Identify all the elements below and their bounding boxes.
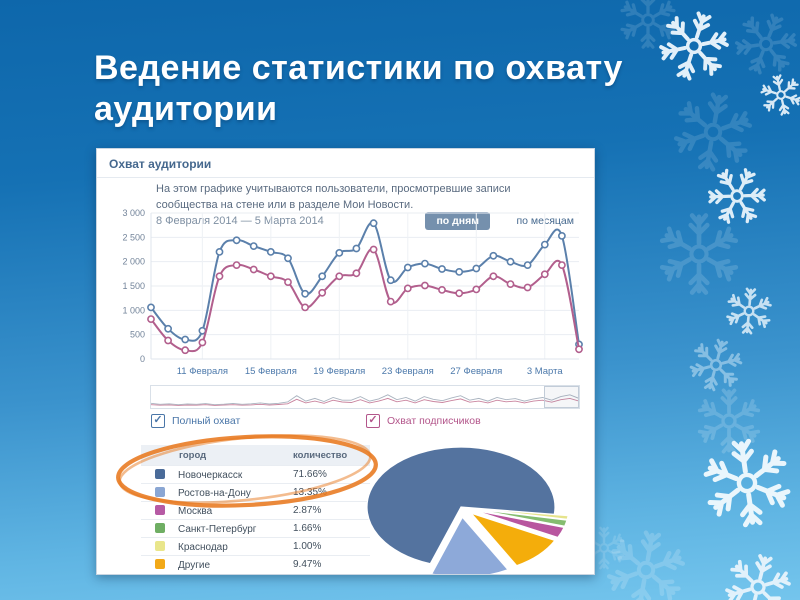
city-table: город количество Новочеркасск 71.66% Росто…	[141, 445, 370, 573]
city-name: Ростов-на-Дону	[178, 487, 251, 499]
city-name: Краснодар	[178, 541, 228, 553]
pie-chart	[366, 446, 569, 574]
city-name: Санкт-Петербург	[178, 523, 257, 535]
table-row: Другие 9.47%	[141, 555, 370, 574]
svg-text:27 Февраля: 27 Февраля	[450, 366, 502, 377]
city-color-swatch	[155, 468, 165, 479]
city-name: Москва	[178, 505, 213, 517]
svg-text:3 000: 3 000	[122, 209, 145, 218]
chart-legend: ✓ Полный охват ✓ Охват подписчиков	[151, 414, 581, 428]
table-row: Москва 2.87%	[141, 501, 370, 520]
svg-text:2 500: 2 500	[122, 232, 145, 242]
svg-text:1 000: 1 000	[122, 305, 145, 315]
svg-text:3 Марта: 3 Марта	[527, 366, 564, 377]
snowflake-icon	[604, 528, 687, 600]
svg-text:500: 500	[130, 330, 145, 340]
legend-item-subscribers: ✓ Охват подписчиков	[366, 414, 581, 428]
city-color-swatch	[155, 540, 165, 551]
table-row: Краснодар 1.00%	[141, 537, 370, 556]
panel-description: На этом графике учитываются пользователи…	[156, 183, 511, 211]
series-full-reach	[147, 219, 583, 349]
full-reach-checkbox-icon[interactable]: ✓	[151, 414, 165, 428]
pie-slice	[366, 446, 556, 565]
snowflake-icon	[702, 437, 793, 530]
chart-overview-strip[interactable]	[150, 385, 580, 409]
svg-text:2 000: 2 000	[122, 257, 145, 267]
series-subscribers	[147, 245, 583, 355]
date-range: 8 Февраля 2014 — 5 Марта 2014	[156, 214, 324, 227]
svg-text:19 Февраля: 19 Февраля	[313, 366, 365, 377]
table-row: Новочеркасск 71.66%	[141, 465, 370, 484]
snowflake-icon	[729, 7, 800, 82]
city-name: Новочеркасск	[178, 469, 243, 481]
by-days-button[interactable]: по дням	[425, 212, 491, 230]
svg-text:11 Февраля: 11 Февраля	[177, 366, 228, 377]
city-name: Другие	[178, 559, 211, 571]
legend-label-subscribers: Охват подписчиков	[387, 415, 481, 427]
pie-slice	[430, 516, 510, 574]
svg-text:1 500: 1 500	[122, 281, 145, 291]
reach-line-chart: 0 500 1 000 1 500 2 000 2 500 3 000 11 Февраля 1…	[122, 209, 583, 377]
snowflake-icon	[759, 72, 800, 117]
pie-slice	[469, 511, 556, 567]
stats-panel: Охват аудитории На этом графике учитываю…	[96, 148, 595, 575]
city-percent: 1.00%	[293, 541, 322, 552]
city-color-swatch	[155, 504, 165, 515]
overview-sparkline	[150, 386, 580, 408]
table-row: Ростов-на-Дону 13.35%	[141, 483, 370, 502]
snowflake-icon	[687, 335, 746, 395]
city-percent: 2.87%	[293, 505, 322, 516]
table-header-city: город	[141, 445, 293, 466]
subscribers-checkbox-icon[interactable]: ✓	[366, 414, 380, 428]
legend-item-full-reach: ✓ Полный охват	[151, 414, 366, 428]
snowflake-icon	[722, 550, 795, 600]
city-color-swatch	[155, 522, 165, 533]
table-header-row: город количество	[141, 445, 370, 466]
city-color-swatch	[155, 558, 165, 569]
pie-slice	[473, 509, 565, 539]
panel-title: Охват аудитории	[97, 149, 594, 178]
slide-title: Ведение статистики по охвату аудитории	[94, 49, 623, 129]
city-percent: 9.47%	[293, 559, 322, 570]
pie-slice	[474, 507, 569, 521]
svg-text:0: 0	[140, 354, 145, 364]
city-color-swatch	[155, 486, 165, 497]
table-row: Санкт-Петербург 1.66%	[141, 519, 370, 538]
city-percent: 1.66%	[293, 523, 322, 534]
svg-text:23 Февраля: 23 Февраля	[382, 366, 434, 377]
svg-text:15 Февраля: 15 Февраля	[245, 366, 297, 377]
legend-label-full-reach: Полный охват	[172, 415, 241, 427]
snowflake-icon	[622, 0, 675, 47]
pie-slice	[474, 508, 568, 527]
snowflake-icon	[726, 287, 772, 334]
snowflake-icon	[662, 216, 737, 293]
